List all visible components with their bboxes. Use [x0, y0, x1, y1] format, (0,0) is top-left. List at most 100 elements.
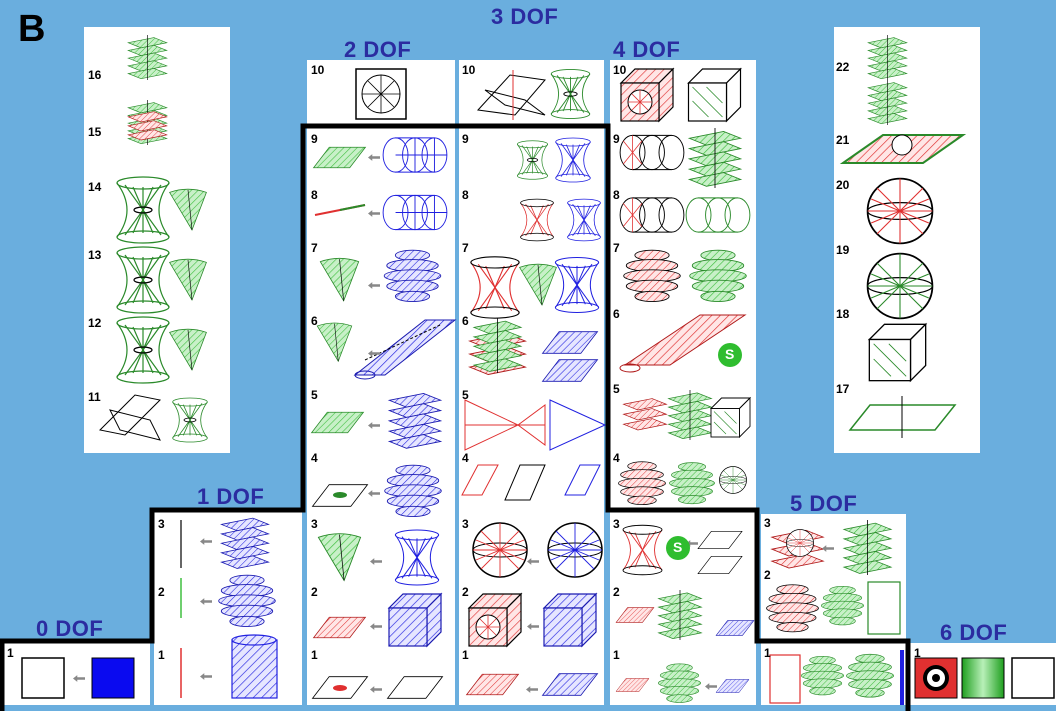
hyperboloid-red-icon — [470, 256, 520, 319]
sphere-red-icon — [472, 522, 528, 578]
plane-red-icon — [466, 673, 519, 696]
row-number: 8 — [613, 188, 620, 202]
cube-white-icon — [687, 68, 742, 122]
stack-green-icon — [668, 389, 712, 441]
planes-cross-icon — [476, 70, 546, 120]
row-number: 2 — [462, 585, 469, 599]
plane-blue-icon — [542, 673, 598, 696]
row-number: 7 — [311, 241, 318, 255]
dof1-label: 1 DOF — [197, 484, 265, 509]
wheel-square-icon — [355, 68, 407, 120]
cone-green-icon — [316, 322, 353, 362]
stack-blue-icon — [221, 517, 270, 569]
stack-green-icon — [473, 318, 522, 373]
cube-blue-icon — [543, 593, 597, 647]
row-number: 3 — [158, 517, 165, 531]
row-number: 6 — [462, 314, 469, 328]
row-number: 5 — [462, 388, 469, 402]
bowtie-blue-icon — [549, 399, 607, 451]
stack-red-icon — [618, 461, 666, 506]
row-number: 3 — [311, 517, 318, 531]
s-badge-label: S — [725, 346, 735, 362]
plane-striped-icon — [839, 134, 967, 164]
row-number: 2 — [764, 568, 771, 582]
stack-green-icon — [127, 35, 168, 80]
row-number: 9 — [462, 132, 469, 146]
row-number: 17 — [836, 382, 850, 396]
row-number: 3 — [613, 517, 620, 531]
hyperboloid-blue-icon — [567, 198, 601, 242]
hyperboloid-green-icon — [516, 140, 549, 180]
hyperboloid-red-icon — [520, 198, 554, 242]
stack-blue-icon — [384, 464, 442, 518]
staircase-outline — [0, 123, 911, 711]
sphere-arrows-icon — [866, 177, 934, 245]
hyperboloid-green-icon — [172, 397, 208, 443]
row-number: 2 — [311, 585, 318, 599]
s-badge-icon — [666, 536, 690, 560]
cylinder-red-icon — [769, 654, 801, 704]
stack-green-icon — [657, 663, 702, 703]
row-number: 10 — [311, 63, 325, 77]
row-number: 3 — [462, 517, 469, 531]
row-number: 1 — [613, 648, 620, 662]
row-number: 1 — [764, 646, 771, 660]
cone-green-icon — [319, 257, 360, 302]
stack-green-icon — [867, 80, 908, 125]
stack-green-icon — [867, 35, 908, 80]
cube-red-icon — [620, 68, 674, 122]
row-number: 1 — [7, 646, 14, 660]
planes-cross-icon — [98, 394, 162, 441]
hyperboloid-green-icon — [116, 246, 170, 314]
plane-green-outline-icon — [848, 396, 957, 438]
stack-blue-icon — [218, 574, 276, 628]
red-square-icon — [914, 657, 958, 699]
stack-red-icon — [622, 398, 668, 431]
cube-green-icon — [710, 397, 751, 438]
dof2-label: 2 DOF — [344, 37, 412, 62]
row-number: 9 — [311, 132, 318, 146]
row-number: 18 — [836, 307, 850, 321]
row-number: 2 — [613, 585, 620, 599]
row-number: 13 — [88, 248, 102, 262]
row-number: 1 — [914, 646, 921, 660]
row-number: 5 — [311, 388, 318, 402]
plane-white-icon — [387, 676, 443, 699]
stack-red-icon — [623, 249, 681, 303]
plane-red-icon — [313, 616, 366, 639]
sphere-icon — [786, 529, 814, 557]
sphere-green-icon — [719, 466, 747, 494]
row-number: 7 — [613, 241, 620, 255]
stack-green-icon — [688, 128, 742, 188]
row-number: 21 — [836, 133, 850, 147]
row-number: 12 — [88, 316, 102, 330]
stack-green-icon — [820, 585, 865, 626]
row-number: 7 — [462, 241, 469, 255]
stack-blue-icon — [388, 392, 442, 449]
stack-green-icon — [689, 249, 747, 303]
row-number: 22 — [836, 60, 850, 74]
row-number: 10 — [613, 63, 627, 77]
plane-red-icon — [615, 607, 655, 623]
cylinder-black-icon — [619, 197, 685, 233]
plane-white-icon — [697, 555, 743, 575]
plane-white-icon — [697, 530, 743, 550]
plane-blue-icon — [715, 679, 750, 693]
cylinder-blue-icon — [231, 634, 278, 699]
cone-green-icon — [519, 263, 557, 306]
row-number: 4 — [613, 451, 620, 465]
cylinder-green-icon — [685, 197, 751, 233]
cylinder-black-icon — [619, 134, 685, 171]
sphere-blue-icon — [547, 522, 603, 578]
cylinder-blue-icon — [382, 194, 448, 231]
row-number: 3 — [764, 516, 771, 530]
row-number: 11 — [88, 390, 101, 404]
bowtie-red-icon — [464, 399, 546, 451]
stack-green-icon — [846, 653, 894, 698]
row-number: 6 — [613, 307, 620, 321]
row-number: 16 — [88, 68, 102, 82]
stack-blue-icon — [383, 249, 442, 303]
row-number: 8 — [311, 188, 318, 202]
stack-green-icon — [668, 462, 716, 505]
